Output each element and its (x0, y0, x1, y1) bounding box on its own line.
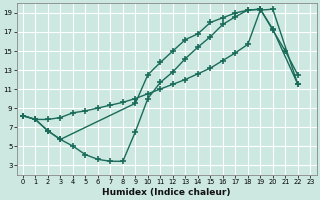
X-axis label: Humidex (Indice chaleur): Humidex (Indice chaleur) (102, 188, 231, 197)
